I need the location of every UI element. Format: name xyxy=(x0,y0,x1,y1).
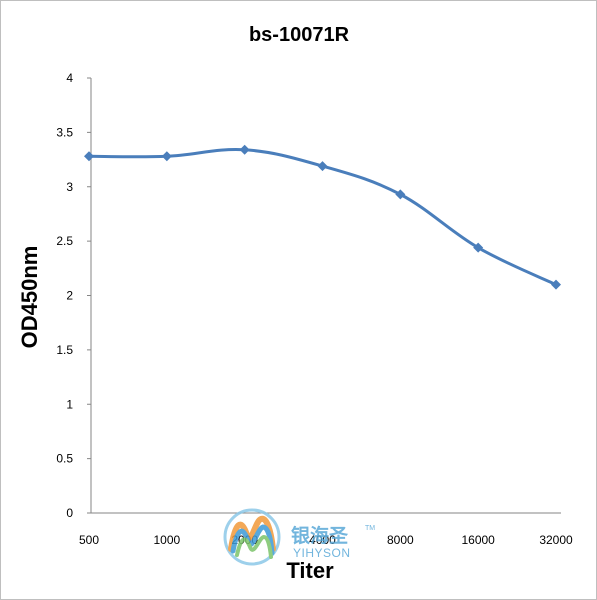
watermark-english: YIHYSON xyxy=(293,546,351,560)
watermark-tm: TM xyxy=(365,525,375,532)
y-tick-label: 3 xyxy=(66,180,73,194)
y-axis-ticks: 0 0.5 1 1.5 2 2.5 3 3.5 4 xyxy=(56,71,91,520)
watermark-chinese: 银海圣 xyxy=(291,524,349,547)
y-axis-label: OD450nm xyxy=(17,246,42,349)
x-axis-label: Titer xyxy=(286,558,334,583)
y-tick-label: 4 xyxy=(66,71,73,85)
series-markers xyxy=(84,144,561,290)
yihyson-watermark: 银海圣 TM YIHYSON xyxy=(223,508,375,566)
data-point-marker xyxy=(239,144,250,155)
x-tick-label: 8000 xyxy=(387,533,414,547)
y-tick-label: 0 xyxy=(66,506,73,520)
x-tick-label: 4000 xyxy=(309,533,336,547)
data-point-marker xyxy=(473,242,484,253)
y-tick-label: 2 xyxy=(66,289,73,303)
data-point-marker xyxy=(395,189,406,200)
y-tick-label: 0.5 xyxy=(56,452,73,466)
y-tick-label: 3.5 xyxy=(56,125,73,139)
x-tick-label: 500 xyxy=(79,533,99,547)
chart-title: bs-10071R xyxy=(249,24,350,46)
y-tick-label: 1.5 xyxy=(56,343,73,357)
x-tick-label: 16000 xyxy=(461,533,495,547)
data-point-marker xyxy=(84,151,94,162)
data-point-marker xyxy=(551,279,561,290)
x-tick-label: 1000 xyxy=(153,533,180,547)
yihyson-logo-icon xyxy=(223,508,281,566)
data-point-marker xyxy=(317,161,328,172)
y-tick-label: 2.5 xyxy=(56,234,73,248)
data-point-marker xyxy=(161,151,172,162)
y-tick-label: 1 xyxy=(66,397,73,411)
x-tick-label: 32000 xyxy=(539,533,573,547)
